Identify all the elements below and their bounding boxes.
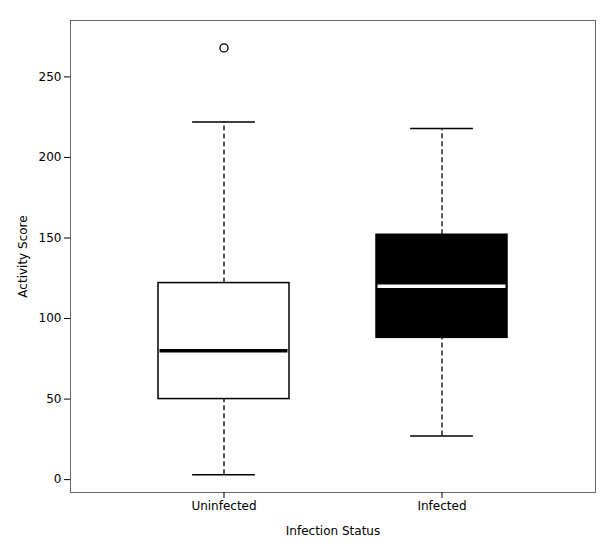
svg-text:100: 100 [39,311,62,325]
svg-text:Infection Status: Infection Status [286,524,380,538]
svg-text:50: 50 [46,392,61,406]
svg-text:250: 250 [39,70,62,84]
svg-text:Activity Score: Activity Score [16,215,30,297]
svg-text:Uninfected: Uninfected [191,499,256,513]
svg-text:200: 200 [39,150,62,164]
svg-text:0: 0 [54,472,62,486]
svg-text:Infected: Infected [417,499,466,513]
svg-text:150: 150 [39,231,62,245]
